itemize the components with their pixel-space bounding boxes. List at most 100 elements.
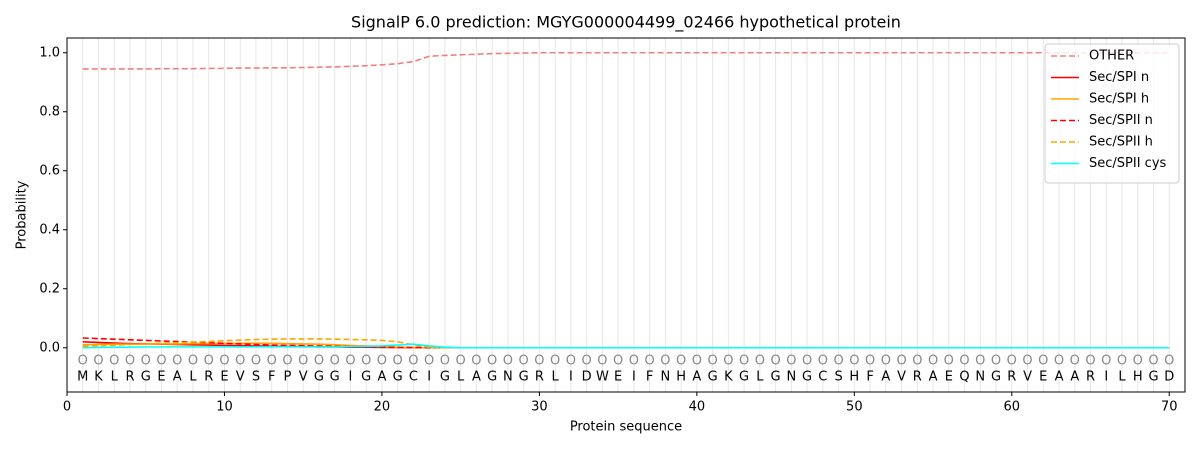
residue-label: O bbox=[676, 354, 686, 369]
residue: N bbox=[786, 370, 796, 385]
y-tick-label: 1.0 bbox=[39, 45, 60, 60]
residue-label: O bbox=[881, 354, 891, 369]
residue: G bbox=[519, 370, 529, 385]
residue-label: O bbox=[896, 354, 906, 369]
residue: P bbox=[284, 370, 292, 385]
residue: I bbox=[427, 370, 431, 385]
residue-label: O bbox=[298, 354, 308, 369]
residue-label: O bbox=[975, 354, 985, 369]
residue-label: O bbox=[723, 354, 733, 369]
residue-label: O bbox=[188, 354, 198, 369]
residue-label: O bbox=[818, 354, 828, 369]
residue-label: O bbox=[487, 354, 497, 369]
x-tick-label: 70 bbox=[1161, 400, 1178, 415]
residue-label: O bbox=[1054, 354, 1064, 369]
y-tick-label: 0.6 bbox=[39, 163, 60, 178]
residue: H bbox=[676, 370, 686, 385]
residue: L bbox=[111, 370, 119, 385]
residue-label: O bbox=[377, 354, 387, 369]
residue-label: O bbox=[1022, 354, 1032, 369]
residue-label: O bbox=[959, 354, 969, 369]
residue: H bbox=[849, 370, 859, 385]
residue: G bbox=[739, 370, 749, 385]
residue-label: O bbox=[408, 354, 418, 369]
residue: M bbox=[77, 370, 88, 385]
residue: L bbox=[756, 370, 764, 385]
residue-label: O bbox=[267, 354, 277, 369]
residue-label: O bbox=[345, 354, 355, 369]
residue: V bbox=[897, 370, 906, 385]
residue-label: O bbox=[550, 354, 560, 369]
residue: N bbox=[660, 370, 670, 385]
residue-label: O bbox=[597, 354, 607, 369]
residue: A bbox=[472, 370, 481, 385]
residue: F bbox=[646, 370, 653, 385]
residue: A bbox=[377, 370, 386, 385]
residue-label: O bbox=[991, 354, 1001, 369]
residue-label: O bbox=[582, 354, 592, 369]
residue: A bbox=[173, 370, 182, 385]
residue-label: O bbox=[141, 354, 151, 369]
x-tick-label: 30 bbox=[531, 400, 548, 415]
residue-label: O bbox=[519, 354, 529, 369]
residue: G bbox=[314, 370, 324, 385]
residue: I bbox=[569, 370, 573, 385]
residue-label: O bbox=[156, 354, 166, 369]
residue-label: O bbox=[865, 354, 875, 369]
residue-label: O bbox=[314, 354, 324, 369]
legend-label: Sec/SPII n bbox=[1089, 113, 1153, 128]
residue-label: O bbox=[613, 354, 623, 369]
residue: S bbox=[834, 370, 842, 385]
residue: D bbox=[1164, 370, 1174, 385]
y-axis-label: Probability bbox=[15, 180, 30, 249]
residue-label: O bbox=[235, 354, 245, 369]
residue: G bbox=[1148, 370, 1158, 385]
residue: F bbox=[268, 370, 275, 385]
residue: H bbox=[1133, 370, 1143, 385]
residue: E bbox=[157, 370, 165, 385]
series-line bbox=[82, 51, 1170, 70]
residue-label: O bbox=[503, 354, 513, 369]
residue-label: O bbox=[566, 354, 576, 369]
residue: N bbox=[975, 370, 985, 385]
residue: N bbox=[503, 370, 513, 385]
residue: E bbox=[1039, 370, 1047, 385]
residue: R bbox=[204, 370, 213, 385]
residue: L bbox=[457, 370, 465, 385]
residue: V bbox=[1023, 370, 1032, 385]
residue: R bbox=[913, 370, 922, 385]
residue: Q bbox=[959, 370, 969, 385]
residue-label: O bbox=[849, 354, 859, 369]
residue: G bbox=[802, 370, 812, 385]
residue: V bbox=[299, 370, 308, 385]
y-tick-label: 0.2 bbox=[39, 281, 60, 296]
legend-box bbox=[1044, 43, 1180, 184]
axes-frame bbox=[66, 37, 1186, 393]
residue-label: O bbox=[707, 354, 717, 369]
residue-label: O bbox=[660, 354, 670, 369]
residue: G bbox=[991, 370, 1001, 385]
residue: R bbox=[535, 370, 544, 385]
legend-label: Sec/SPI h bbox=[1089, 92, 1149, 107]
chart-title: SignalP 6.0 prediction: MGYG000004499_02… bbox=[351, 13, 901, 33]
residue-label: O bbox=[928, 354, 938, 369]
residue: V bbox=[236, 370, 245, 385]
residue-label: O bbox=[471, 354, 481, 369]
residue-label: O bbox=[944, 354, 954, 369]
residue-label: O bbox=[219, 354, 229, 369]
residue: G bbox=[141, 370, 151, 385]
residue: A bbox=[692, 370, 701, 385]
residue-label: O bbox=[424, 354, 434, 369]
residue: G bbox=[330, 370, 340, 385]
residue: A bbox=[1070, 370, 1079, 385]
residue: E bbox=[220, 370, 228, 385]
residue: G bbox=[771, 370, 781, 385]
residue: G bbox=[487, 370, 497, 385]
residue: L bbox=[189, 370, 197, 385]
legend-label: Sec/SPII cys bbox=[1089, 156, 1167, 171]
residue-label: O bbox=[1133, 354, 1143, 369]
residue: D bbox=[582, 370, 592, 385]
residue-label: O bbox=[393, 354, 403, 369]
residue: R bbox=[125, 370, 134, 385]
